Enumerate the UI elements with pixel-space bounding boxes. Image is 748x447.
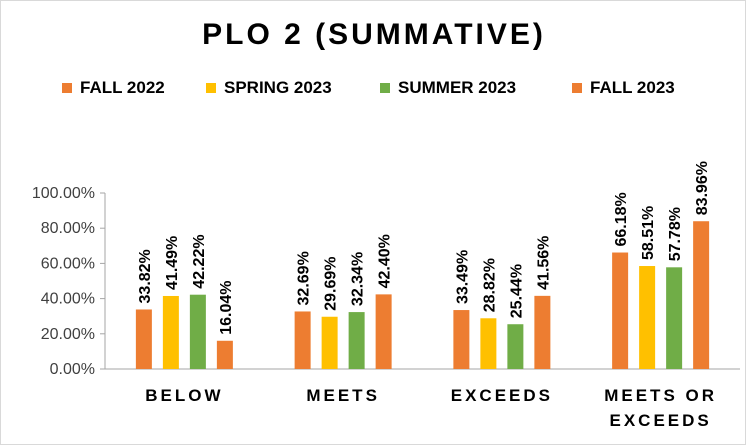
chart-legend: FALL 2022 SPRING 2023 SUMMER 2023 FALL 2… (0, 78, 748, 104)
data-label: 29.69% (323, 256, 340, 310)
bar (135, 309, 152, 369)
x-tick-label: EXCEEDS (610, 411, 712, 430)
data-label: 32.34% (350, 252, 367, 306)
legend-swatch-fall-2022 (62, 83, 72, 93)
data-label: 16.04% (218, 281, 235, 335)
data-label: 83.96% (694, 161, 711, 215)
bar (666, 267, 683, 369)
x-tick-label: BELOW (145, 386, 223, 405)
legend-swatch-fall-2023 (572, 83, 582, 93)
legend-label-summer-2023: SUMMER 2023 (398, 78, 517, 97)
legend-label-spring-2023: SPRING 2023 (224, 78, 332, 97)
y-tick-label: 60.00% (41, 255, 95, 272)
bar (534, 295, 551, 369)
data-label: 25.44% (508, 264, 525, 318)
data-label: 57.78% (667, 207, 684, 261)
legend-swatch-spring-2023 (206, 83, 216, 93)
bar (612, 252, 629, 369)
data-label: 32.69% (296, 251, 313, 305)
y-tick-label: 40.00% (41, 291, 95, 308)
data-label: 41.49% (164, 236, 181, 290)
data-label: 42.22% (191, 234, 208, 288)
data-label: 41.56% (535, 236, 552, 290)
data-label: 28.82% (481, 258, 498, 312)
y-tick-label: 80.00% (41, 220, 95, 237)
data-label: 42.40% (377, 234, 394, 288)
x-tick-label: EXCEEDS (451, 386, 553, 405)
data-label: 33.49% (454, 250, 471, 304)
bar (216, 340, 233, 369)
bar (639, 266, 656, 369)
legend-item-summer-2023: SUMMER 2023 (380, 78, 516, 98)
y-tick-label: 0.00% (50, 361, 95, 378)
bar (321, 316, 338, 369)
bar (189, 294, 206, 369)
bar (693, 221, 710, 369)
legend-label-fall-2023: FALL 2023 (590, 78, 675, 97)
data-label: 58.51% (640, 206, 657, 260)
bar (507, 324, 524, 369)
legend-label-fall-2022: FALL 2022 (80, 78, 165, 97)
bar (348, 312, 365, 369)
legend-swatch-summer-2023 (380, 83, 390, 93)
bar (453, 310, 470, 369)
bar (375, 294, 392, 369)
legend-item-spring-2023: SPRING 2023 (206, 78, 332, 98)
bar (294, 311, 311, 369)
bar (162, 295, 179, 369)
data-label: 33.82% (137, 249, 154, 303)
bar (480, 318, 497, 369)
y-tick-label: 100.00% (32, 185, 95, 202)
chart-title: PLO 2 (SUMMATIVE) (202, 18, 546, 51)
legend-item-fall-2022: FALL 2022 (62, 78, 165, 98)
x-tick-label: MEETS (306, 386, 380, 405)
legend-item-fall-2023: FALL 2023 (572, 78, 675, 98)
x-tick-label: MEETS OR (604, 386, 717, 405)
y-tick-label: 20.00% (41, 326, 95, 343)
data-label: 66.18% (613, 192, 630, 246)
